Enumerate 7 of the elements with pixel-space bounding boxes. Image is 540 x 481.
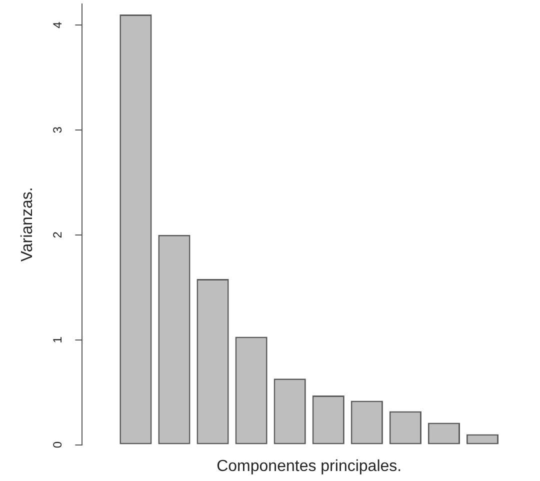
y-tick-label: 4 [50, 21, 65, 28]
y-tick-label: 1 [50, 336, 65, 344]
y-tick-label: 3 [50, 126, 65, 134]
y-axis-title: Varianzas. [19, 187, 36, 262]
y-tick-label: 0 [50, 441, 65, 448]
y-tick-label: 2 [50, 231, 65, 238]
x-axis-title: Componentes principales. [216, 458, 402, 475]
